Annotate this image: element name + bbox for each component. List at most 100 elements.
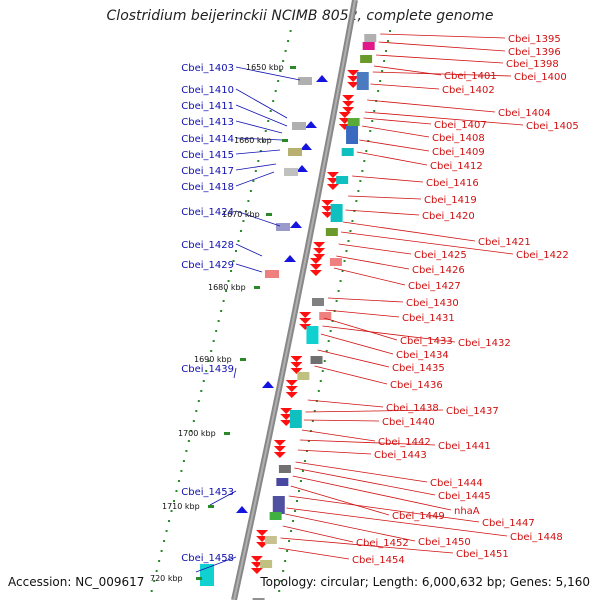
- kbp-tick-mark: [266, 213, 272, 216]
- leader-line: [345, 209, 420, 216]
- gene-feature-box: [298, 77, 312, 85]
- leader-line: [303, 419, 380, 422]
- leader-line: [235, 243, 263, 257]
- scale-dot: [284, 560, 287, 562]
- scale-dot: [387, 40, 390, 42]
- scale-dot: [351, 220, 354, 222]
- gene-label-left: Cbei_1410: [181, 85, 234, 96]
- gene-feature-box: [330, 204, 343, 222]
- gene-label-left: Cbei_1415: [181, 150, 234, 161]
- scale-dot: [359, 180, 362, 182]
- gene-feature-box: [292, 122, 306, 130]
- gene-label-left: Cbei_1417: [181, 166, 234, 177]
- leader-line: [376, 54, 504, 64]
- gene-label-left: Cbei_1428: [181, 240, 234, 251]
- leader-line: [235, 104, 288, 127]
- scale-dot: [195, 410, 198, 412]
- scale-dot: [262, 140, 265, 142]
- scale-dot: [289, 30, 292, 32]
- scale-dot: [341, 270, 344, 272]
- gene-feature-box: [284, 168, 298, 176]
- scale-dot: [325, 350, 328, 352]
- leader-line: [235, 88, 288, 119]
- scale-dot: [317, 390, 320, 392]
- gene-label-right: Cbei_1422: [516, 250, 569, 261]
- leader-line: [356, 151, 428, 166]
- scale-dot: [158, 560, 161, 562]
- scale-dot: [296, 500, 298, 502]
- gene-label-right: Cbei_1431: [402, 313, 455, 324]
- leader-line: [322, 325, 456, 343]
- kbp-tick-label: 720 kbp: [150, 574, 183, 583]
- gene-arrow-red: [299, 312, 312, 318]
- gene-arrow-red: [313, 248, 326, 254]
- scale-dot: [284, 50, 287, 52]
- scale-dot: [361, 170, 364, 172]
- gene-feature-box: [346, 126, 359, 144]
- gene-label-left: Cbei_1414: [181, 134, 234, 145]
- gene-feature-box: [336, 176, 349, 184]
- scale-dot: [272, 100, 275, 102]
- scale-dot: [180, 470, 183, 472]
- scale-dot: [244, 210, 247, 212]
- gene-label-right: Cbei_1402: [442, 85, 495, 96]
- gene-feature-box: [311, 298, 324, 306]
- gene-feature-box: [269, 512, 282, 520]
- leader-line: [320, 333, 394, 355]
- gene-arrow-red: [326, 184, 339, 190]
- scale-dot: [279, 70, 282, 72]
- gene-feature-box: [306, 326, 319, 344]
- gene-label-right: Cbei_1448: [510, 532, 563, 543]
- leader-line: [359, 139, 430, 152]
- scale-dot: [371, 120, 374, 122]
- leader-line: [288, 495, 480, 523]
- scale-dot: [210, 350, 213, 352]
- scale-dot: [329, 330, 332, 332]
- leader-line: [285, 513, 416, 542]
- scale-dot: [277, 80, 280, 82]
- gene-label-right: Cbei_1447: [482, 518, 535, 529]
- gene-label-left: Cbei_1403: [181, 63, 234, 74]
- leader-line: [209, 490, 237, 506]
- gene-label-right: Cbei_1396: [508, 47, 561, 58]
- leader-line: [235, 163, 277, 171]
- leader-line: [372, 71, 512, 77]
- leader-line: [370, 83, 440, 90]
- gene-feature-box: [356, 72, 369, 90]
- scale-dot: [319, 380, 322, 382]
- gene-label-right: Cbei_1440: [382, 417, 435, 428]
- kbp-tick-mark: [224, 432, 230, 435]
- leader-line: [235, 137, 283, 141]
- scale-dot: [349, 230, 352, 232]
- gene-arrow-red: [342, 101, 355, 107]
- leader-line: [297, 449, 372, 455]
- scale-dot: [385, 50, 388, 52]
- kbp-tick-mark: [282, 139, 288, 142]
- scale-dot: [278, 590, 281, 592]
- gene-label-right: Cbei_1409: [432, 147, 485, 158]
- scale-dot: [292, 520, 295, 522]
- gene-label-right: Cbei_1445: [438, 491, 491, 502]
- gene-arrow-blue: [236, 506, 248, 513]
- kbp-tick-label: 1660 kbp: [234, 136, 272, 145]
- scale-dot: [343, 260, 346, 262]
- gene-label-right: Cbei_1436: [390, 380, 443, 391]
- kbp-tick-mark: [254, 286, 260, 289]
- gene-arrow-red: [299, 324, 312, 330]
- scale-dot: [202, 380, 205, 382]
- gene-label-right: Cbei_1434: [396, 350, 449, 361]
- scale-dot: [335, 300, 338, 302]
- scale-dot: [232, 260, 235, 262]
- gene-feature-box: [200, 564, 214, 586]
- gene-label-right: Cbei_1450: [418, 537, 471, 548]
- scale-dot: [327, 340, 330, 342]
- genome-backbone-highlight: [233, 0, 356, 600]
- leader-line: [336, 255, 410, 270]
- gene-arrow-red: [285, 392, 298, 398]
- scale-dot: [254, 170, 257, 172]
- gene-label-right: Cbei_1427: [408, 281, 461, 292]
- gene-feature-box: [329, 258, 342, 266]
- gene-label-right: Cbei_1408: [432, 133, 485, 144]
- scale-dot: [220, 310, 223, 312]
- gene-arrow-red: [347, 76, 360, 82]
